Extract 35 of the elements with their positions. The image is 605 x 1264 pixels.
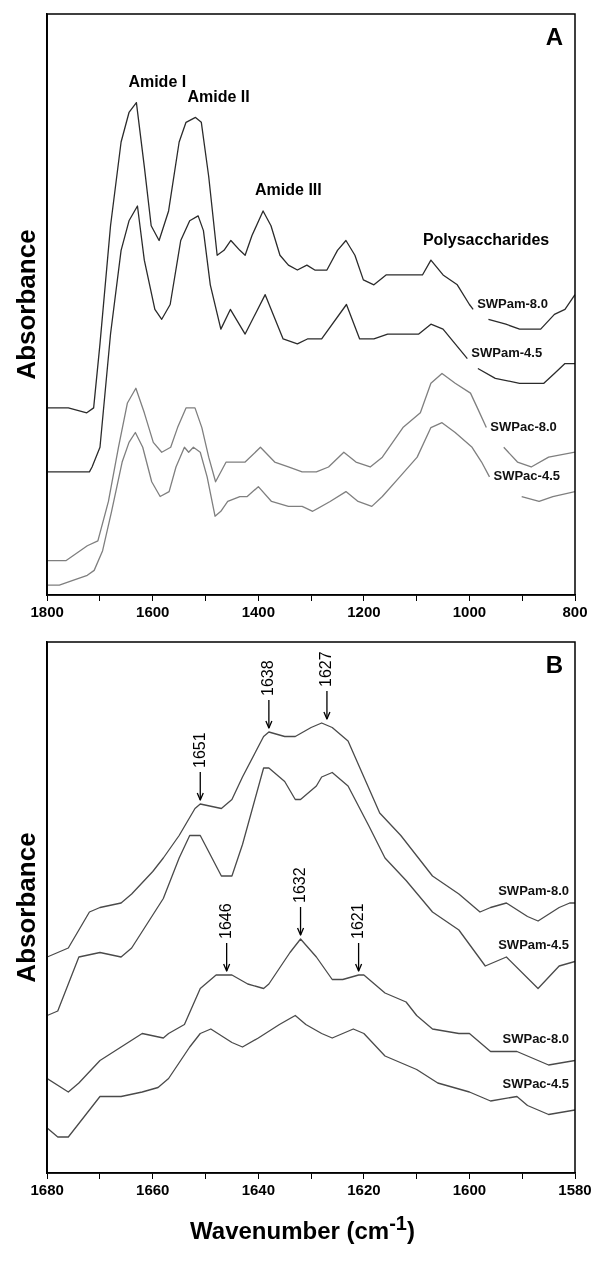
x-tick-label: 1200: [347, 603, 381, 621]
x-tick-label: 1680: [30, 1181, 64, 1199]
annotation: Amide II: [187, 87, 250, 105]
annotation: 1651: [190, 732, 208, 768]
series-label: SWPam-4.5: [471, 345, 543, 361]
x-tick-label: 1640: [241, 1181, 276, 1199]
x-tick-label: 1800: [30, 603, 64, 621]
series-label: SWPam-4.5: [498, 936, 569, 952]
series-label: SWPac-4.5: [502, 1076, 569, 1092]
x-tick-label: 1000: [452, 603, 487, 621]
x-tick-label: 1660: [136, 1181, 170, 1199]
series-label: SWPam-8.0: [477, 295, 548, 311]
x-tick-label: 1580: [558, 1181, 592, 1199]
x-tick-label: 1600: [136, 603, 170, 621]
annotation: 1646: [217, 903, 235, 939]
annotation: 1632: [290, 867, 308, 903]
annotation: 1638: [259, 660, 277, 696]
x-tick-label: 1620: [347, 1181, 381, 1199]
text: A: [545, 22, 563, 50]
text: B: [545, 650, 563, 678]
x-tick-label: 800: [562, 603, 588, 621]
x-tick-label: 1400: [241, 603, 276, 621]
annotation: Amide I: [128, 73, 187, 91]
x-axis-title: Wavenumber (cm$^{-1}$): [189, 1211, 416, 1246]
annotation: Polysaccharides: [422, 230, 550, 248]
y-axis-title: Absorbance: [10, 229, 41, 380]
series-label: SWPam-8.0: [498, 882, 569, 898]
annotation: Amide III: [255, 181, 322, 199]
y-axis-title: Absorbance: [10, 832, 41, 983]
series-label: SWPac-8.0: [490, 419, 557, 435]
annotation: 1621: [349, 903, 367, 939]
series-label: SWPac-8.0: [502, 1031, 569, 1047]
x-tick-label: 1600: [452, 1181, 487, 1199]
series-label: SWPac-4.5: [493, 468, 560, 484]
annotation: 1627: [317, 651, 335, 687]
